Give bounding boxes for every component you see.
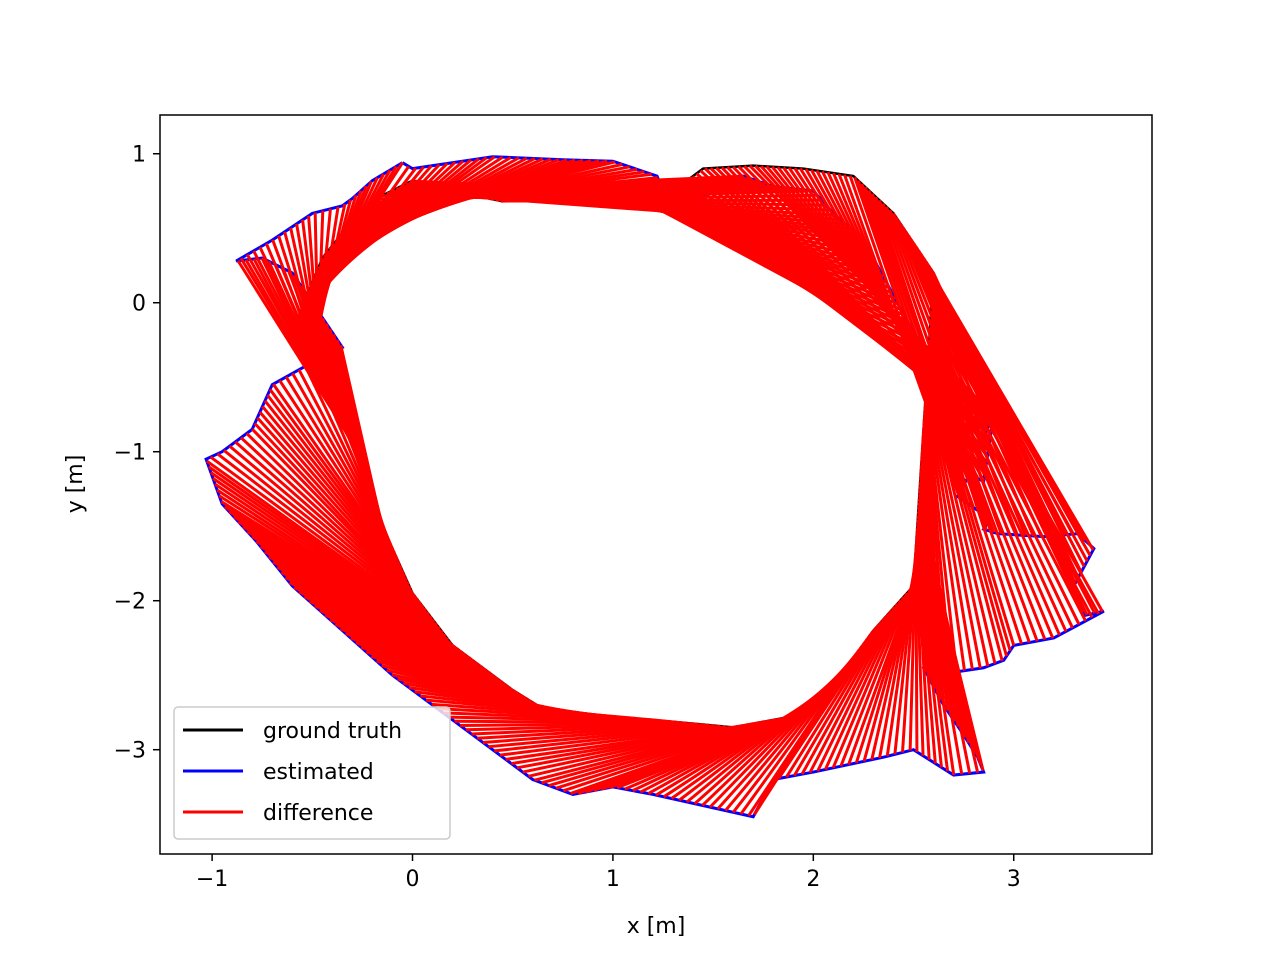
difference-segment bbox=[839, 589, 912, 767]
difference-segment bbox=[284, 376, 398, 558]
difference-segment bbox=[205, 459, 439, 627]
series-difference bbox=[205, 155, 1104, 817]
difference-segment bbox=[926, 364, 1012, 652]
difference-segment bbox=[209, 455, 436, 623]
legend: ground truth estimated difference bbox=[173, 706, 451, 840]
y-tick-label: −1 bbox=[114, 441, 146, 466]
difference-segment bbox=[927, 343, 1047, 641]
difference-segment bbox=[816, 599, 902, 772]
difference-segment bbox=[253, 422, 414, 594]
legend-label-ground-truth: ground truth bbox=[263, 719, 402, 744]
difference-segment bbox=[256, 416, 412, 590]
difference-segment bbox=[928, 322, 1081, 626]
difference-segment bbox=[925, 368, 1008, 657]
difference-segment bbox=[916, 523, 956, 776]
x-tick-label: 3 bbox=[1007, 867, 1021, 892]
x-tick-label: 2 bbox=[806, 867, 820, 892]
difference-segment bbox=[925, 377, 997, 664]
difference-segment bbox=[916, 510, 980, 773]
difference-segment bbox=[915, 527, 950, 772]
y-tick-label: −2 bbox=[114, 590, 146, 615]
x-axis-ticks: −1 0 1 2 3 bbox=[196, 854, 1021, 892]
difference-segment bbox=[240, 436, 422, 605]
difference-segment bbox=[930, 305, 1104, 613]
difference-segment bbox=[263, 399, 407, 578]
plot-layer bbox=[204, 155, 1105, 819]
difference-segment bbox=[929, 309, 1100, 615]
legend-label-estimated: estimated bbox=[263, 760, 374, 785]
difference-segment bbox=[924, 389, 974, 670]
difference-segment bbox=[916, 519, 964, 775]
difference-segment bbox=[924, 385, 982, 669]
difference-segment bbox=[808, 602, 899, 774]
difference-segment bbox=[928, 330, 1068, 633]
x-tick-label: 0 bbox=[406, 867, 420, 892]
difference-segment bbox=[929, 314, 1094, 619]
difference-segment bbox=[924, 398, 959, 672]
difference-segment bbox=[847, 585, 915, 766]
legend-box bbox=[173, 706, 451, 840]
legend-label-difference: difference bbox=[263, 801, 373, 826]
difference-segment bbox=[216, 452, 433, 620]
difference-segment bbox=[927, 347, 1039, 642]
difference-segment bbox=[494, 724, 721, 753]
x-axis-label: x [m] bbox=[627, 914, 686, 939]
difference-segment bbox=[278, 379, 400, 562]
difference-segment bbox=[245, 432, 419, 602]
difference-segment bbox=[928, 326, 1074, 629]
difference-segment bbox=[212, 477, 447, 638]
x-tick-label: 1 bbox=[606, 867, 620, 892]
difference-segment bbox=[925, 372, 1004, 662]
difference-segment bbox=[792, 609, 893, 777]
difference-segment bbox=[916, 515, 972, 774]
difference-segment bbox=[228, 444, 428, 613]
difference-segment bbox=[488, 724, 716, 749]
difference-segment bbox=[268, 388, 403, 570]
difference-segment bbox=[927, 339, 1055, 639]
difference-segment bbox=[223, 449, 430, 616]
difference-segment bbox=[928, 335, 1061, 636]
difference-segment bbox=[272, 383, 402, 566]
difference-segment bbox=[785, 613, 890, 778]
difference-segment bbox=[214, 482, 450, 642]
difference-segment bbox=[216, 488, 452, 645]
difference-segment bbox=[925, 381, 990, 667]
y-axis-label: y [m] bbox=[63, 455, 88, 514]
difference-segment bbox=[234, 440, 425, 609]
difference-segment bbox=[499, 725, 727, 757]
difference-segment bbox=[929, 318, 1087, 622]
y-axis-ticks: −3 −2 −1 0 1 bbox=[114, 143, 160, 764]
plot-frame bbox=[159, 114, 1153, 855]
x-tick-label: −1 bbox=[196, 867, 228, 892]
difference-segment bbox=[266, 394, 405, 574]
difference-segment bbox=[800, 606, 896, 775]
y-tick-label: 0 bbox=[132, 292, 146, 317]
difference-segment bbox=[824, 596, 906, 771]
difference-segment bbox=[210, 471, 444, 634]
difference-segment bbox=[831, 592, 909, 769]
difference-segment bbox=[926, 356, 1023, 645]
y-tick-label: −3 bbox=[114, 739, 146, 764]
difference-segment bbox=[927, 351, 1031, 644]
difference-segment bbox=[207, 465, 441, 631]
difference-segment bbox=[924, 394, 966, 671]
difference-segment bbox=[917, 506, 985, 771]
difference-segment bbox=[505, 725, 732, 761]
difference-segment bbox=[291, 161, 404, 334]
difference-segment bbox=[926, 360, 1016, 646]
difference-segment bbox=[258, 411, 410, 586]
y-tick-label: 1 bbox=[132, 143, 146, 168]
difference-segment bbox=[261, 405, 409, 582]
